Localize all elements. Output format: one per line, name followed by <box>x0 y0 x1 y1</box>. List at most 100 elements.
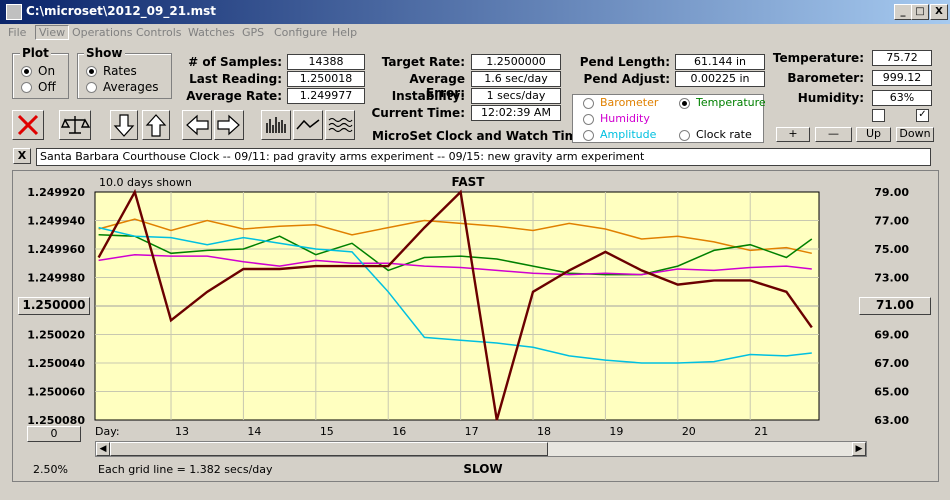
barometer-label: Barometer: <box>787 71 864 85</box>
day-tick-label: 13 <box>175 425 189 438</box>
menu-view[interactable]: View <box>35 25 70 40</box>
scroll-right-arrow-icon[interactable]: ▶ <box>852 442 866 456</box>
barometer-option: Barometer <box>600 96 659 109</box>
plot-off-radio[interactable] <box>21 82 32 93</box>
balance-button[interactable] <box>59 110 91 140</box>
plot-on-radio[interactable] <box>21 66 32 77</box>
wave-graph-button[interactable] <box>325 110 355 140</box>
instability-label: Instability: <box>391 89 465 103</box>
last-reading-label: Last Reading: <box>189 72 282 86</box>
minus-button[interactable]: — <box>815 127 852 142</box>
left-tick-label: 1.249940 <box>27 215 85 228</box>
day-label: Day: <box>95 425 120 438</box>
horizontal-scrollbar[interactable]: ◀ ▶ <box>95 441 867 457</box>
right-tick-label: 67.00 <box>874 357 909 370</box>
arrow-right-button[interactable] <box>214 110 244 140</box>
left-tick-label: 1.249980 <box>27 272 85 285</box>
samples-label: # of Samples: <box>188 55 282 69</box>
title-bar: C:\microset\2012_09_21.mst _ □ X <box>0 0 950 24</box>
plus-button[interactable]: + <box>776 127 810 142</box>
histogram-button[interactable] <box>261 110 291 140</box>
percent-label: 2.50% <box>33 463 68 476</box>
down-button[interactable]: Down <box>896 127 934 142</box>
amplitude-radio[interactable] <box>583 130 594 141</box>
right-center-button[interactable]: 71.00 <box>859 297 931 315</box>
checkbox-right[interactable]: ✓ <box>916 109 929 122</box>
day-tick-label: 14 <box>247 425 261 438</box>
grid-note: Each grid line = 1.382 secs/day <box>98 463 273 476</box>
clock-rate-series-line <box>97 188 813 421</box>
arrow-up-icon <box>145 114 167 137</box>
menu-operations[interactable]: Operations <box>72 26 133 39</box>
barometer-field: 999.12 <box>872 70 932 86</box>
menu-configure[interactable]: Configure <box>274 26 328 39</box>
menu-bar: File View Operations Controls Watches GP… <box>0 24 950 42</box>
temperature-label: Temperature: <box>772 51 864 65</box>
pend-length-field[interactable]: 61.144 in <box>675 54 765 70</box>
humidity-option: Humidity <box>600 112 650 125</box>
days-shown-label: 10.0 days shown <box>99 176 192 189</box>
clock-rate-radio[interactable] <box>679 130 690 141</box>
temperature-radio[interactable] <box>679 98 690 109</box>
right-tick-label: 63.00 <box>874 414 909 427</box>
humidity-radio[interactable] <box>583 114 594 125</box>
rate-chart: 10.0 days shown FAST SLOW Day: 2.50% Eac… <box>27 175 909 476</box>
temperature-field: 75.72 <box>872 50 932 66</box>
notes-close-button[interactable]: X <box>13 148 31 164</box>
menu-gps[interactable]: GPS <box>242 26 265 39</box>
app-icon <box>6 4 22 20</box>
minimize-button[interactable]: _ <box>894 4 912 20</box>
wave-graph-icon <box>328 117 353 133</box>
sensor-selector: Barometer Temperature Humidity Amplitude… <box>572 94 766 143</box>
arrow-down-button[interactable] <box>110 110 138 140</box>
barometer-radio[interactable] <box>583 98 594 109</box>
plot-off-label: Off <box>38 80 56 94</box>
amplitude-series-line <box>98 226 812 364</box>
left-tick-label: 1.250060 <box>27 386 85 399</box>
left-tick-label: 1.250040 <box>27 357 85 370</box>
arrow-left-icon <box>186 114 209 136</box>
amplitude-option: Amplitude <box>600 128 657 141</box>
menu-file[interactable]: File <box>8 26 27 39</box>
left-tick-label: 1.249960 <box>27 243 85 256</box>
chart-panel: 10.0 days shown FAST SLOW Day: 2.50% Eac… <box>12 170 939 482</box>
day-tick-label: 19 <box>609 425 623 438</box>
up-button[interactable]: Up <box>856 127 891 142</box>
menu-watches[interactable]: Watches <box>188 26 235 39</box>
average-rate-label: Average Rate: <box>186 89 282 103</box>
left-center-button[interactable]: 1.250000 <box>18 297 90 315</box>
show-averages-label: Averages <box>103 80 159 94</box>
app-caption: MicroSet Clock and Watch Timer <box>372 129 592 143</box>
arrow-down-icon <box>113 114 135 137</box>
arrow-left-button[interactable] <box>182 110 212 140</box>
day-tick-label: 15 <box>320 425 334 438</box>
current-time-label: Current Time: <box>371 106 465 120</box>
right-tick-label: 79.00 <box>874 186 909 199</box>
close-button[interactable]: X <box>930 4 948 20</box>
pend-adjust-field[interactable]: 0.00225 in <box>675 71 765 87</box>
show-rates-radio[interactable] <box>86 66 97 77</box>
target-rate-field[interactable]: 1.2500000 <box>471 54 561 70</box>
checkbox-left[interactable] <box>872 109 885 122</box>
humidity-label: Humidity: <box>797 91 864 105</box>
menu-controls[interactable]: Controls <box>136 26 182 39</box>
instability-field: 1 secs/day <box>471 88 561 104</box>
zero-button[interactable]: 0 <box>27 426 81 442</box>
target-rate-label: Target Rate: <box>381 55 465 69</box>
line-graph-button[interactable] <box>293 110 323 140</box>
left-tick-label: 1.249920 <box>27 186 85 199</box>
show-averages-radio[interactable] <box>86 82 97 93</box>
scroll-thumb[interactable] <box>110 442 548 456</box>
arrow-up-button[interactable] <box>142 110 170 140</box>
menu-help[interactable]: Help <box>332 26 358 39</box>
barometer-series-line <box>98 218 812 255</box>
maximize-button[interactable]: □ <box>911 4 929 20</box>
scroll-left-arrow-icon[interactable]: ◀ <box>96 442 110 456</box>
arrow-right-icon <box>217 114 240 136</box>
notes-field[interactable]: Santa Barbara Courthouse Clock -- 09/11:… <box>36 148 931 166</box>
pend-length-label: Pend Length: <box>579 55 670 69</box>
average-error-label: Average Error: <box>409 72 465 100</box>
left-tick-label: 1.250020 <box>27 329 85 342</box>
stop-button[interactable] <box>12 110 44 140</box>
plot-on-label: On <box>38 64 56 78</box>
